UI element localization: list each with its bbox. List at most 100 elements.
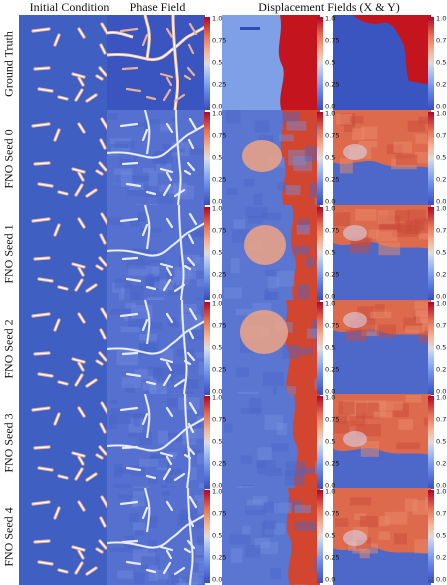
- colorbar-tick-label: 0.25: [325, 82, 339, 89]
- colorbar-tick-label: 0.25: [212, 82, 226, 89]
- colorbar-tick-label: 1.0: [212, 16, 222, 23]
- colorbar-ticks: 1.00.750.50.250.0: [436, 490, 447, 583]
- initial-condition-panel: [19, 15, 117, 112]
- colorbar-tick-label: 1.0: [325, 395, 335, 402]
- colorbar-tick-label: 1.0: [325, 206, 335, 213]
- phase-field-panel: [107, 488, 205, 585]
- colorbar-tick-label: 0.25: [325, 555, 339, 562]
- colorbar-tick-label: 1.0: [325, 111, 335, 118]
- colorbar: [204, 396, 210, 489]
- colorbar-ticks: 1.00.750.50.250.0: [436, 302, 447, 395]
- colorbar-ticks: 1.0 0.75 0.5 0.25 0.0: [325, 490, 351, 583]
- row-label: FNO Seed 0: [1, 110, 17, 207]
- row-label-text: FNO Seed 0: [2, 129, 17, 188]
- column-header: Displacement Fields (X & Y): [222, 0, 436, 14]
- colorbar-tick-label: 1.0: [325, 301, 335, 308]
- colorbar-tick-label: 0.75: [212, 323, 226, 330]
- colorbar-tick-label: 0.25: [212, 461, 226, 468]
- colorbar: [317, 112, 323, 205]
- colorbar-tick-label: 0.75: [436, 228, 447, 235]
- phase-field-panel: [107, 394, 205, 491]
- colorbar-tick-label: 1.0: [436, 111, 446, 118]
- row-label-text: FNO Seed 4: [2, 507, 17, 566]
- colorbar: [428, 302, 434, 395]
- colorbar-tick-label: 0.75: [212, 417, 226, 424]
- colorbar-ticks: 1.00.750.50.250.0: [436, 207, 447, 300]
- colorbar-tick-label: 0.75: [325, 38, 339, 45]
- colorbar: [428, 396, 434, 489]
- colorbar: [317, 17, 323, 110]
- colorbar: [428, 17, 434, 110]
- initial-condition-panel: [19, 110, 117, 207]
- colorbar: [204, 17, 210, 110]
- colorbar-tick-label: 0.25: [325, 367, 339, 374]
- phase-field-panel: [107, 300, 205, 397]
- colorbar-tick-label: 0.5: [436, 60, 446, 67]
- colorbar-tick-label: 1.0: [436, 489, 446, 496]
- phase-field-panel: [107, 205, 205, 302]
- colorbar: [204, 207, 210, 300]
- colorbar-tick-label: 0.5: [325, 250, 335, 257]
- initial-condition-panel: [19, 205, 117, 302]
- colorbar: [428, 207, 434, 300]
- colorbar-tick-label: 0.75: [436, 38, 447, 45]
- column-header: Initial Condition: [19, 0, 120, 14]
- colorbar-tick-label: 0.5: [325, 439, 335, 446]
- colorbar-tick-label: 0.25: [212, 177, 226, 184]
- colorbar-tick-label: 0.5: [212, 155, 222, 162]
- colorbar-tick-label: 1.0: [212, 301, 222, 308]
- row-label-text: FNO Seed 3: [2, 413, 17, 472]
- colorbar-tick-label: 0.75: [436, 417, 447, 424]
- colorbar-tick-label: 0.25: [436, 461, 447, 468]
- colorbar-tick-label: 0.5: [436, 155, 446, 162]
- colorbar-tick-label: 0.5: [212, 345, 222, 352]
- initial-condition-panel: [19, 394, 117, 491]
- colorbar-tick-label: 1.0: [325, 489, 335, 496]
- initial-condition-panel: [19, 300, 117, 397]
- colorbar-tick-label: 1.0: [436, 395, 446, 402]
- colorbar-tick-label: 0.5: [436, 439, 446, 446]
- colorbar-tick-label: 0.5: [325, 345, 335, 352]
- colorbar-tick-label: 0.75: [325, 511, 339, 518]
- row-label: Ground Truth: [1, 15, 17, 112]
- colorbar-tick-label: 0.75: [212, 511, 226, 518]
- colorbar-tick-label: 1.0: [325, 16, 335, 23]
- colorbar-ticks: 1.00.750.50.250.0: [436, 17, 447, 110]
- colorbar-tick-label: 0.25: [436, 177, 447, 184]
- colorbar-tick-label: 0.75: [212, 38, 226, 45]
- colorbar-tick-label: 0.5: [212, 533, 222, 540]
- colorbar-ticks: 1.00.750.50.250.0: [436, 396, 447, 489]
- colorbar-tick-label: 0.5: [325, 533, 335, 540]
- colorbar-tick-label: 0.25: [212, 272, 226, 279]
- phase-field-panel: [107, 15, 205, 112]
- row-label-text: FNO Seed 2: [2, 319, 17, 378]
- colorbar-tick-label: 0.25: [436, 367, 447, 374]
- colorbar-tick-label: 0.5: [212, 439, 222, 446]
- colorbar-tick-label: 0.25: [325, 177, 339, 184]
- colorbar: [317, 302, 323, 395]
- row-label: FNO Seed 4: [1, 488, 17, 585]
- colorbar-tick-label: 0.25: [436, 555, 447, 562]
- colorbar-tick-label: 0.5: [436, 345, 446, 352]
- colorbar-ticks: 1.00.750.50.250.0: [436, 112, 447, 205]
- colorbar-tick-label: 0.75: [325, 133, 339, 140]
- colorbar-tick-label: 0.25: [436, 82, 447, 89]
- colorbar: [204, 490, 210, 583]
- colorbar-tick-label: 0.25: [212, 555, 226, 562]
- colorbar-tick-label: 0.25: [212, 367, 226, 374]
- colorbar-tick-label: 0.75: [436, 133, 447, 140]
- colorbar: [317, 490, 323, 583]
- colorbar: [204, 112, 210, 205]
- colorbar-tick-label: 0.25: [325, 272, 339, 279]
- initial-condition-panel: [19, 488, 117, 585]
- colorbar-tick-label: 0.0: [325, 577, 335, 584]
- row-label: FNO Seed 2: [1, 300, 17, 397]
